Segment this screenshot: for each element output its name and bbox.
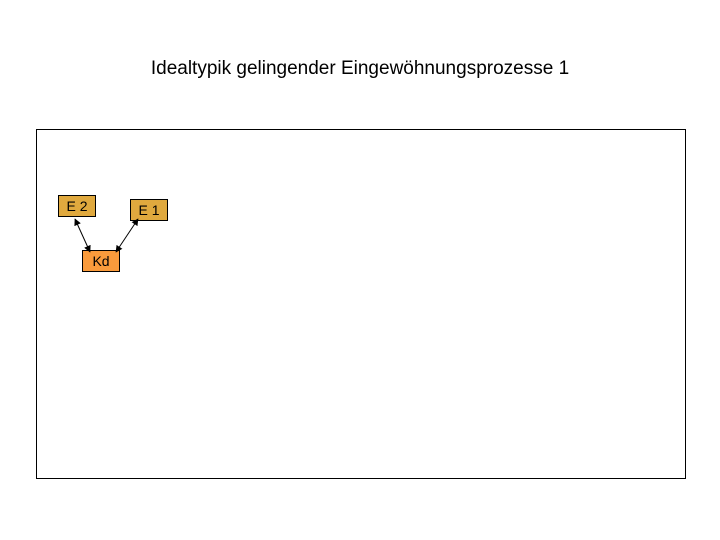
node-kd: Kd bbox=[82, 250, 120, 272]
node-e1: E 1 bbox=[130, 199, 168, 221]
node-e1-label: E 1 bbox=[138, 202, 159, 218]
node-e2: E 2 bbox=[58, 195, 96, 217]
node-e2-label: E 2 bbox=[66, 198, 87, 214]
diagram-panel bbox=[36, 129, 686, 479]
page-title: Idealtypik gelingender Eingewöhnungsproz… bbox=[0, 58, 720, 80]
node-kd-label: Kd bbox=[92, 253, 109, 269]
